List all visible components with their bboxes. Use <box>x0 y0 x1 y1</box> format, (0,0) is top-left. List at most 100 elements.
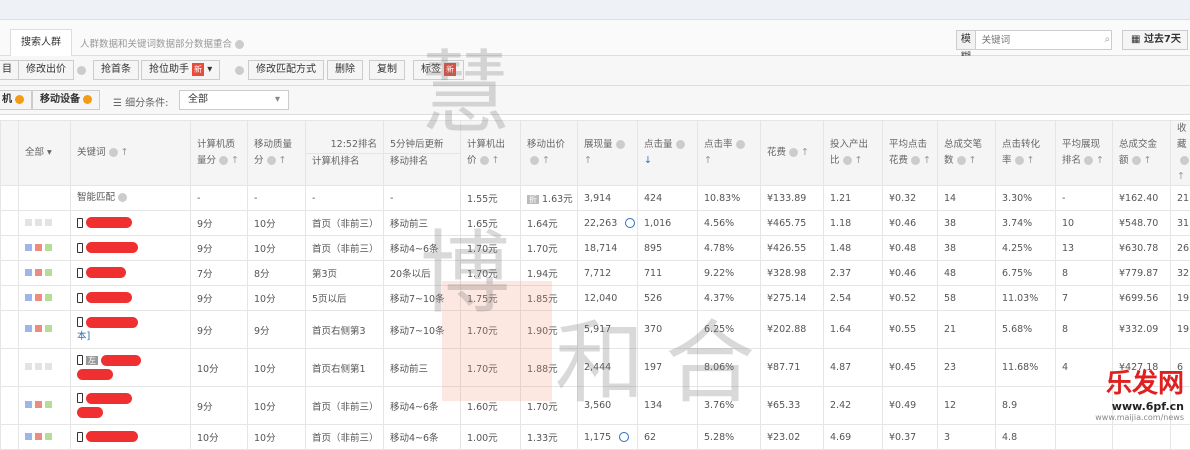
grab-top-button[interactable]: 抢首条 <box>93 60 139 80</box>
sort-icon[interactable]: ↑ <box>584 155 592 166</box>
column-header[interactable]: 全部 ▾ <box>19 121 71 186</box>
tab-search-crowd[interactable]: 搜索人群 <box>10 29 72 56</box>
status-square[interactable] <box>35 325 42 332</box>
row-checkbox[interactable] <box>1 286 19 311</box>
date-range-button[interactable]: ▦ 过去7天 <box>1122 30 1188 50</box>
keyword-cell[interactable] <box>71 261 191 286</box>
keyword-cell[interactable]: 智能匹配 <box>71 186 191 211</box>
column-header[interactable]: 点击量 ↓ <box>638 121 698 186</box>
data-cell[interactable]: 1.70元 <box>461 349 521 387</box>
column-header[interactable]: 收藏 ↑ <box>1171 121 1190 186</box>
device-mobile-button[interactable]: 移动设备 <box>32 90 100 110</box>
data-cell[interactable]: 1.60元 <box>461 387 521 425</box>
delete-button[interactable]: 删除 <box>327 60 363 80</box>
match-mode-dropdown[interactable]: 模糊 ▾ <box>957 31 976 49</box>
rank-assistant-button[interactable]: 抢位助手新 ▾ <box>141 60 220 80</box>
sort-icon[interactable]: ↑ <box>969 155 977 166</box>
row-checkbox[interactable] <box>1 261 19 286</box>
sort-icon[interactable]: ↑ <box>1144 155 1152 166</box>
keyword-cell[interactable] <box>71 211 191 236</box>
copy-button[interactable]: 复制 <box>369 60 405 80</box>
keyword-cell[interactable] <box>71 387 191 425</box>
status-square[interactable] <box>35 433 42 440</box>
data-cell[interactable]: 1.64元 <box>521 211 578 236</box>
row-checkbox[interactable] <box>1 186 19 211</box>
row-checkbox[interactable] <box>1 211 19 236</box>
help-icon[interactable] <box>235 40 244 49</box>
keyword-cell[interactable]: 本] <box>71 311 191 349</box>
status-square[interactable] <box>45 363 52 370</box>
data-cell[interactable]: 1.70元 <box>521 236 578 261</box>
status-square[interactable] <box>25 294 32 301</box>
column-header[interactable]: 计算机出价 ↑ <box>461 121 521 186</box>
sort-icon[interactable]: ↑ <box>1096 155 1104 166</box>
data-cell[interactable]: 1.85元 <box>521 286 578 311</box>
data-cell[interactable]: 1.88元 <box>521 349 578 387</box>
data-cell[interactable]: 1.75元 <box>461 286 521 311</box>
column-header[interactable]: 移动质量分 ↑ <box>248 121 306 186</box>
data-cell[interactable]: 1.70元 <box>461 311 521 349</box>
column-header[interactable]: 总成交笔数 ↑ <box>938 121 996 186</box>
row-checkbox[interactable] <box>1 349 19 387</box>
status-square[interactable] <box>25 433 32 440</box>
status-square[interactable] <box>45 269 52 276</box>
status-square[interactable] <box>45 433 52 440</box>
keyword-cell[interactable] <box>71 236 191 261</box>
column-header[interactable]: 点击转化率 ↑ <box>996 121 1056 186</box>
data-cell[interactable]: 1.65元 <box>461 211 521 236</box>
search-icon[interactable]: ⌕ <box>1104 31 1111 49</box>
column-header[interactable]: 计算机质量分 ↑ <box>191 121 248 186</box>
sort-icon[interactable]: ↑ <box>279 155 287 166</box>
sort-icon[interactable]: ↑ <box>492 155 500 166</box>
sort-icon[interactable]: ↑ <box>1177 171 1185 182</box>
status-square[interactable] <box>35 401 42 408</box>
sort-icon[interactable]: ↑ <box>704 155 712 166</box>
status-square[interactable] <box>25 363 32 370</box>
sort-icon[interactable]: ↑ <box>542 155 550 166</box>
data-cell[interactable]: 1.00元 <box>461 425 521 450</box>
help-icon[interactable] <box>118 193 127 202</box>
modify-bid-button[interactable]: 修改出价 <box>18 60 74 80</box>
sort-icon[interactable]: ↑ <box>121 147 129 158</box>
header-checkbox[interactable] <box>1 121 19 186</box>
status-square[interactable] <box>35 294 42 301</box>
data-cell[interactable]: 1.55元 <box>461 186 521 211</box>
column-header[interactable]: 总成交金额 ↑ <box>1113 121 1171 186</box>
status-square[interactable] <box>35 219 42 226</box>
status-square[interactable] <box>45 244 52 251</box>
column-header[interactable]: 点击率 ↑ <box>698 121 761 186</box>
device-pc-button[interactable]: 机 <box>0 90 32 110</box>
status-square[interactable] <box>45 401 52 408</box>
row-checkbox[interactable] <box>1 236 19 261</box>
cut-button[interactable]: 目 <box>0 60 20 80</box>
column-header[interactable]: 展现量 ↑ <box>578 121 638 186</box>
status-square[interactable] <box>45 294 52 301</box>
download-icon[interactable] <box>619 432 629 442</box>
data-cell[interactable]: 1.94元 <box>521 261 578 286</box>
status-square[interactable] <box>35 244 42 251</box>
status-square[interactable] <box>25 244 32 251</box>
column-header[interactable]: 花费 ↑ <box>761 121 824 186</box>
status-square[interactable] <box>25 401 32 408</box>
keyword-cell[interactable] <box>71 425 191 450</box>
data-cell[interactable]: 1.70元 <box>461 236 521 261</box>
segment-select[interactable]: 全部▾ <box>179 90 289 110</box>
status-square[interactable] <box>25 325 32 332</box>
modify-match-button[interactable]: 修改匹配方式 <box>248 60 324 80</box>
column-header[interactable]: 投入产出比 ↑ <box>824 121 883 186</box>
sort-icon[interactable]: ↑ <box>855 155 863 166</box>
sort-icon[interactable]: ↓ <box>644 155 652 166</box>
column-header[interactable]: 12:52排名计算机排名 <box>306 121 384 186</box>
column-header[interactable]: 移动出价 ↑ <box>521 121 578 186</box>
sort-icon[interactable]: ↑ <box>923 155 931 166</box>
search-input[interactable] <box>976 31 1104 49</box>
row-checkbox[interactable] <box>1 425 19 450</box>
keyword-cell[interactable]: 左 <box>71 349 191 387</box>
download-icon[interactable] <box>625 218 635 228</box>
status-square[interactable] <box>35 269 42 276</box>
column-header[interactable]: 5分钟后更新移动排名 <box>384 121 461 186</box>
row-checkbox[interactable] <box>1 387 19 425</box>
data-cell[interactable]: 1.33元 <box>521 425 578 450</box>
sort-icon[interactable]: ↑ <box>801 147 809 158</box>
